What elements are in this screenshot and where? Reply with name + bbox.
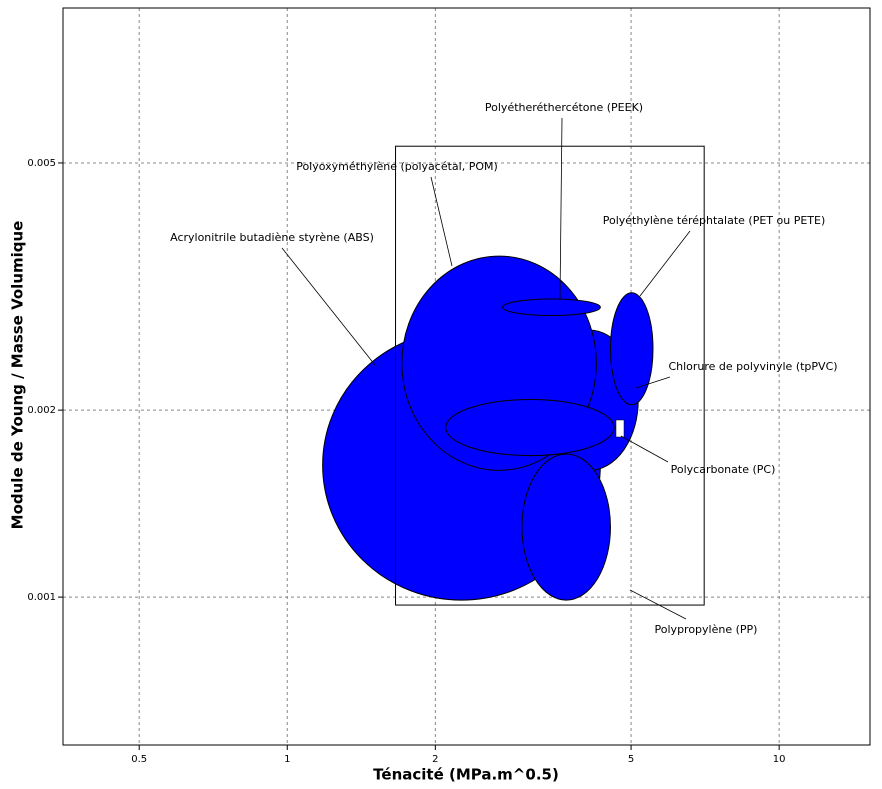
- x-tick-label: 5: [628, 754, 634, 765]
- plot-frame: [62, 7, 871, 746]
- marker: [615, 419, 625, 438]
- material-label: Polycarbonate (PC): [671, 463, 776, 476]
- material-bubble: [445, 399, 615, 457]
- material-label: Polyéthylène téréphtalate (PET ou PETE): [603, 214, 826, 227]
- material-label: Polypropylène (PP): [655, 623, 758, 636]
- leader-line: [281, 247, 376, 366]
- material-label: Polyétheréthercétone (PEEK): [485, 101, 643, 114]
- material-bubble: [521, 453, 611, 601]
- material-bubble: [609, 292, 654, 406]
- y-tick-label: 0.002: [27, 405, 56, 416]
- y-axis-title: Module de Young / Masse Volumique: [9, 221, 27, 530]
- leader-line: [635, 376, 671, 389]
- x-axis-title: Ténacité (MPa.m^0.5): [373, 766, 559, 784]
- y-tick-label: 0.005: [27, 158, 56, 169]
- y-tick-label: 0.001: [27, 592, 56, 603]
- material-label: Polyoxyméthylène (polyacétal, POM): [296, 160, 498, 173]
- x-tick-label: 1: [284, 754, 290, 765]
- x-tick-label: 10: [773, 754, 786, 765]
- leader-line: [559, 117, 563, 300]
- material-label: Chlorure de polyvinyle (tpPVC): [668, 360, 837, 373]
- material-bubble: [502, 298, 601, 317]
- x-tick-label: 2: [432, 754, 438, 765]
- leader-line: [629, 589, 687, 620]
- leader-line: [639, 230, 691, 297]
- selection-box: [395, 145, 705, 606]
- leader-line: [620, 435, 669, 463]
- x-tick-label: 0.5: [131, 754, 147, 765]
- leader-line: [430, 176, 453, 267]
- material-label: Acrylonitrile butadiène styrène (ABS): [170, 231, 374, 244]
